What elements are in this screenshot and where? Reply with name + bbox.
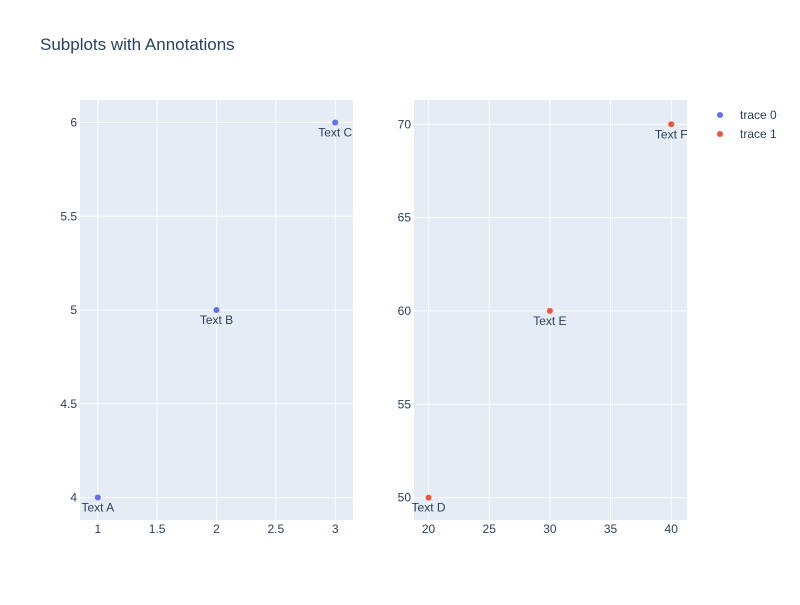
data-point[interactable] bbox=[425, 494, 432, 501]
point-text-label: Text F bbox=[655, 127, 688, 141]
point-text-label: Text D bbox=[412, 501, 446, 515]
x-tick-label: 3 bbox=[332, 522, 339, 536]
data-point[interactable] bbox=[546, 307, 553, 314]
legend-item[interactable]: trace 0 bbox=[717, 108, 777, 122]
legend-label: trace 0 bbox=[740, 108, 777, 122]
legend-marker-icon bbox=[717, 112, 723, 118]
subplot-left: 1 1.5 2 2.5 3 4 4.5 5 5.5 6 Text A Text B Text C bbox=[60, 100, 353, 536]
legend-label: trace 1 bbox=[740, 127, 777, 141]
data-point[interactable] bbox=[332, 119, 339, 126]
point-text-label: Text B bbox=[200, 313, 233, 327]
y-tick-label: 55 bbox=[398, 397, 412, 411]
subplot-right: 20 25 30 35 40 50 55 60 65 70 Text D Text E Text F bbox=[398, 100, 688, 536]
data-point[interactable] bbox=[94, 494, 101, 501]
y-tick-label: 6 bbox=[70, 116, 77, 130]
x-tick-label: 20 bbox=[422, 522, 436, 536]
legend-marker-icon bbox=[717, 131, 723, 137]
x-tick-label: 35 bbox=[604, 522, 618, 536]
x-tick-label: 25 bbox=[483, 522, 497, 536]
y-tick-label: 70 bbox=[398, 117, 412, 131]
y-tick-label: 50 bbox=[398, 491, 412, 505]
chart-title: Subplots with Annotations bbox=[40, 35, 235, 54]
x-tick-label: 30 bbox=[543, 522, 557, 536]
point-text-label: Text C bbox=[318, 126, 352, 140]
y-tick-label: 5.5 bbox=[60, 209, 77, 223]
data-point[interactable] bbox=[213, 307, 220, 313]
x-tick-label: 2 bbox=[213, 522, 220, 536]
x-tick-label: 1 bbox=[94, 522, 101, 536]
y-tick-label: 4.5 bbox=[60, 397, 77, 411]
point-text-label: Text A bbox=[81, 501, 114, 515]
legend[interactable]: trace 0 trace 1 bbox=[717, 108, 777, 141]
subplots-group: 1 1.5 2 2.5 3 4 4.5 5 5.5 6 Text A Text B Text C 20 25… bbox=[60, 100, 688, 536]
legend-item[interactable]: trace 1 bbox=[717, 127, 777, 141]
y-tick-label: 65 bbox=[398, 211, 412, 225]
y-tick-label: 4 bbox=[70, 491, 77, 505]
y-tick-label: 5 bbox=[70, 303, 77, 317]
data-point[interactable] bbox=[668, 121, 675, 128]
y-tick-label: 60 bbox=[398, 304, 412, 318]
point-text-label: Text E bbox=[533, 314, 566, 328]
x-tick-label: 40 bbox=[665, 522, 679, 536]
x-tick-label: 2.5 bbox=[268, 522, 285, 536]
x-tick-label: 1.5 bbox=[149, 522, 166, 536]
